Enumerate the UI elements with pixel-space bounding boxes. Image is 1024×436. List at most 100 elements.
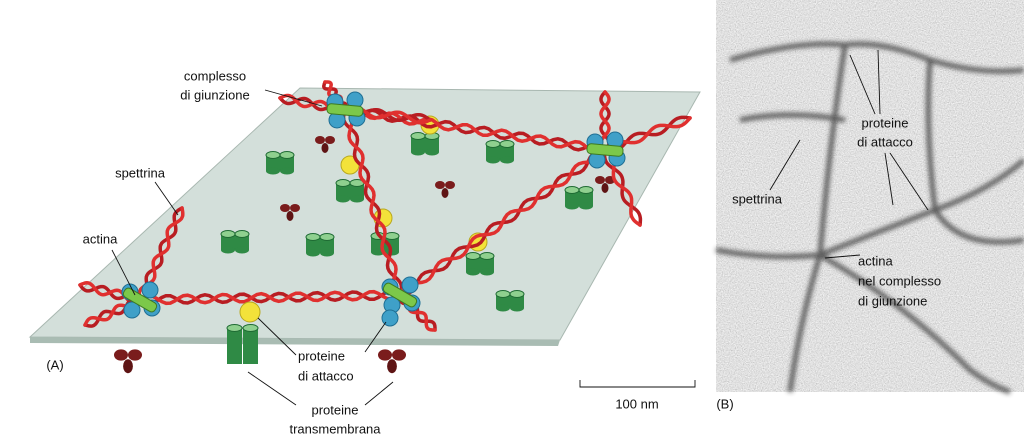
- transmembrane-protein: [235, 234, 249, 250]
- spectrin: [398, 148, 607, 297]
- transmembrane-protein-bottom: [221, 246, 235, 254]
- label-junction-2: di giunzione: [180, 87, 249, 102]
- attachment-protein-brown: [435, 181, 445, 189]
- panel-a-label: (A): [46, 357, 63, 372]
- transmembrane-protein: [243, 328, 258, 364]
- attachment-protein-brown: [392, 349, 406, 361]
- transmembrane-protein-top: [305, 233, 321, 241]
- transmembrane-protein-top: [220, 230, 236, 238]
- transmembrane-protein-bottom: [579, 202, 593, 210]
- transmembrane-protein: [565, 190, 579, 206]
- spectrin: [343, 108, 402, 297]
- transmembrane-protein-bottom: [306, 249, 320, 257]
- transmembrane-protein-bottom: [486, 156, 500, 164]
- actin-rod: [122, 287, 158, 313]
- label-b-actin-1: actina: [858, 253, 893, 268]
- transmembrane-protein-top: [465, 252, 481, 260]
- transmembrane-protein-top: [578, 186, 594, 194]
- label-b-attach-1: proteine: [862, 115, 909, 130]
- transmembrane-protein-top: [226, 324, 243, 332]
- transmembrane-protein-top: [410, 132, 426, 140]
- transmembrane-protein: [486, 144, 500, 160]
- label-attach-2: di attacco: [298, 368, 354, 383]
- transmembrane-protein-bottom: [425, 148, 439, 156]
- junction-protein: [401, 276, 419, 294]
- label-b-actin-3: di giunzione: [858, 293, 927, 308]
- transmembrane-protein: [480, 256, 494, 272]
- junction-protein: [123, 301, 141, 319]
- spectrin: [138, 289, 402, 306]
- transmembrane-protein-top: [384, 232, 400, 240]
- transmembrane-protein-bottom: [496, 304, 510, 312]
- label-attach-1: proteine: [298, 348, 345, 363]
- transmembrane-protein-bottom: [500, 156, 514, 164]
- transmembrane-protein-top: [564, 186, 580, 194]
- transmembrane-protein: [306, 237, 320, 253]
- transmembrane-protein: [350, 183, 364, 199]
- label-b-spectrin: spettrina: [732, 191, 783, 206]
- attachment-protein-brown: [441, 188, 449, 198]
- transmembrane-protein: [320, 237, 334, 253]
- transmembrane-protein-bottom: [411, 148, 425, 156]
- scale-bar: [579, 380, 696, 388]
- label-actin: actina: [83, 231, 118, 246]
- transmembrane-protein-bottom: [565, 202, 579, 210]
- leader: [257, 317, 387, 356]
- transmembrane-protein: [579, 190, 593, 206]
- panel-b: [715, 0, 1024, 395]
- leader: [264, 89, 323, 107]
- attachment-protein-brown: [123, 359, 133, 374]
- attachment-protein-brown: [114, 349, 128, 361]
- transmembrane-protein-top: [499, 140, 515, 148]
- attachment-protein-brown: [286, 211, 294, 221]
- transmembrane-protein: [466, 256, 480, 272]
- transmembrane-protein: [500, 144, 514, 160]
- label-transmem-1: proteine: [312, 402, 359, 417]
- transmembrane-protein-bottom: [510, 304, 524, 312]
- leader: [824, 254, 861, 259]
- transmembrane-protein-bottom: [266, 167, 280, 175]
- actin-rod: [586, 143, 624, 157]
- transmembrane-protein: [336, 183, 350, 199]
- attachment-protein-brown: [378, 349, 392, 361]
- attachment-protein-brown: [290, 204, 300, 212]
- attachment-protein-brown: [595, 176, 605, 184]
- attachment-protein-brown: [445, 181, 455, 189]
- transmembrane-protein: [425, 136, 439, 152]
- labels: complesso di giunzione spettrina actina …: [46, 49, 941, 436]
- label-spectrin: spettrina: [115, 165, 166, 180]
- actin-rod: [326, 103, 364, 117]
- attachment-protein-yellow: [239, 301, 261, 323]
- panel-b-label: (B): [716, 396, 733, 411]
- attachment-protein-brown: [325, 136, 335, 144]
- junction-protein: [141, 281, 159, 299]
- leader: [111, 249, 136, 296]
- label-b-attach-2: di attacco: [857, 134, 913, 149]
- transmembrane-protein-top: [509, 290, 525, 298]
- membrane-edge: [30, 337, 560, 346]
- transmembrane-protein-top: [485, 140, 501, 148]
- leader: [769, 139, 801, 191]
- label-b-actin-2: nel complesso: [858, 273, 941, 288]
- label-junction-1: complesso: [184, 68, 246, 83]
- micrograph-network: [715, 41, 1024, 395]
- transmembrane-protein: [280, 155, 294, 171]
- leader: [247, 371, 394, 406]
- panel-a: [28, 80, 701, 374]
- transmembrane-protein-bottom: [336, 195, 350, 203]
- transmembrane-protein-top: [242, 324, 259, 332]
- transmembrane-protein: [227, 328, 242, 364]
- transmembrane-protein: [266, 155, 280, 171]
- actin-rod: [382, 282, 418, 308]
- attachment-protein-brown: [601, 183, 609, 193]
- transmembrane-protein: [411, 136, 425, 152]
- transmembrane-protein-top: [479, 252, 495, 260]
- attachment-protein-brown: [315, 136, 325, 144]
- transmembrane-protein-top: [319, 233, 335, 241]
- leader: [849, 49, 929, 211]
- transmembrane-protein: [221, 234, 235, 250]
- attachment-protein-brown: [280, 204, 290, 212]
- transmembrane-protein-top: [279, 151, 295, 159]
- transmembrane-protein-top: [265, 151, 281, 159]
